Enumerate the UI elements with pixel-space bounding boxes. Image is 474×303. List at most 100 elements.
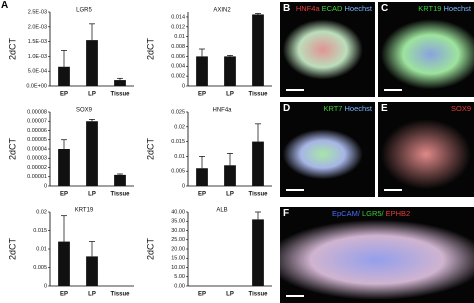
channel-label: Hoechst [344,4,372,13]
chart-title: ALB [216,208,227,214]
channel-label: Hoechst [344,104,372,113]
y-tick-label: 0 [44,283,47,289]
bar [114,174,126,186]
y-tick-label: 15.00 [171,256,185,262]
y-axis-label: 2dCT [7,137,17,160]
y-tick-label: 5.00 [174,274,185,280]
y-tick-label: 0 [182,83,185,89]
channel-label: ECAD [321,4,343,13]
y-axis-label: 2dCT [145,137,155,160]
panel-label: A [1,0,9,11]
bar [58,66,70,86]
bar [196,168,208,186]
y-tick-label: 0.01 [174,34,185,40]
y-tick-label: 0.01 [36,246,47,252]
panel-label: B [283,3,291,14]
y-tick-label: 0.00008 [27,109,47,115]
y-tick-label: 0.014 [171,14,185,20]
panel-label: E [381,103,388,114]
x-tick-label: EP [60,292,68,298]
y-axis-label: 2dCT [7,37,17,60]
channel-label: EpCAM/ [332,209,360,218]
y-tick-label: 0 [182,183,185,189]
micrograph: D KRT7 Hoechst [280,102,375,197]
micrograph: B HNF4a ECAD Hoechst [280,2,375,97]
y-tick-label: 35.00 [171,219,185,225]
y-tick-label: 0 [44,183,47,189]
x-tick-label: Tissue [249,192,269,198]
channel-labels: KRT19 Hoechst [416,4,471,13]
x-tick-label: EP [198,192,206,198]
x-tick-label: Tissue [111,192,131,198]
bar [86,40,98,86]
bar [252,141,264,186]
channel-label: KRT19 [418,4,442,13]
y-tick-label: 2.0E-03 [28,24,47,30]
x-tick-label: LP [226,192,234,198]
y-tick-label: 0.02 [36,209,47,215]
x-tick-label: Tissue [249,292,269,298]
y-tick-label: 25.00 [171,237,185,243]
channel-label: LGR5/ [361,209,384,218]
y-tick-label: 1.5E-03 [28,39,47,45]
panel-label: F [283,208,290,219]
y-tick-label: 1.0E-03 [28,54,47,60]
y-tick-label: 0.005 [171,169,185,175]
bar [252,219,264,286]
chart-title: KRT19 [75,208,94,214]
channel-label: HNF4a [295,4,320,13]
bar [86,121,98,186]
bar [86,256,98,286]
x-tick-label: EP [198,292,206,298]
micrograph: F EpCAM/LGR5/EPHB2 [280,207,474,303]
channel-label: SOX9 [450,104,471,113]
chart-title: AXIN2 [213,8,231,14]
chart-title: HNF4a [212,108,232,114]
x-tick-label: Tissue [111,92,131,98]
y-tick-label: 0.00001 [27,174,47,180]
y-tick-label: 0.00003 [27,156,47,162]
y-tick-label: 30.00 [171,228,185,234]
x-tick-label: LP [88,192,96,198]
bar [224,165,236,186]
panel-label: C [381,3,389,14]
x-tick-label: LP [226,92,234,98]
y-tick-label: 0.005 [33,265,47,271]
micrograph: E SOX9 [378,102,474,197]
x-tick-label: EP [60,192,68,198]
scale-bar [286,295,304,297]
micrograph: C KRT19 Hoechst [378,2,474,97]
x-tick-label: LP [226,292,234,298]
y-tick-label: 0.015 [171,139,185,145]
scale-bar [286,189,304,191]
y-tick-label: 0.004 [171,64,185,70]
bar [58,241,70,286]
x-tick-label: Tissue [111,292,131,298]
y-tick-label: 20.00 [171,246,185,252]
y-tick-label: 40.00 [171,209,185,215]
bar [114,80,126,86]
y-tick-label: 0.00002 [27,165,47,171]
y-tick-label: 0.025 [171,109,185,115]
scale-bar [384,89,402,91]
charts: 0.0E+00 5.0E-04 1.0E-03 1.5E-03 2.0E-03 2.5E-… [7,8,272,298]
bar [224,56,236,86]
channel-labels: HNF4a ECAD Hoechst [294,4,372,13]
panel-label: D [283,103,291,114]
y-tick-label: 0.01 [174,154,185,160]
bar [196,56,208,86]
x-tick-label: EP [198,92,206,98]
y-tick-label: 0.02 [174,124,185,130]
channel-label: KRT7 [323,104,343,113]
y-tick-label: 5.0E-04 [28,69,47,75]
y-axis-label: 2dCT [145,37,155,60]
y-tick-label: 0.015 [33,228,47,234]
channel-label: EPHB2 [385,209,411,218]
y-tick-label: 0.00004 [27,146,47,152]
y-tick-label: 2.5E-03 [28,9,47,15]
y-tick-label: 0.006 [171,54,185,60]
bar [252,14,264,86]
scale-bar [384,189,402,191]
y-tick-label: 0.00005 [27,137,47,143]
